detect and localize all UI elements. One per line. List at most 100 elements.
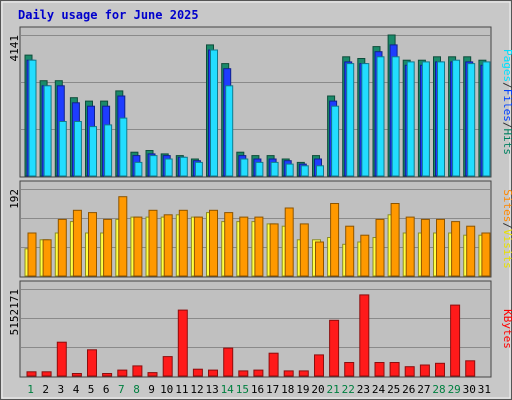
bar-pages-day-14 bbox=[225, 85, 234, 177]
bar-kbytes-day-8 bbox=[132, 365, 143, 377]
x-label-day-3: 3 bbox=[57, 383, 64, 396]
bar-sites-day-2 bbox=[42, 239, 52, 277]
x-label-day-7: 7 bbox=[118, 383, 125, 396]
x-label-day-29: 29 bbox=[448, 383, 461, 396]
bar-sites-day-29 bbox=[451, 221, 461, 277]
x-label-day-16: 16 bbox=[251, 383, 264, 396]
x-label-day-12: 12 bbox=[190, 383, 203, 396]
bar-pages-day-20 bbox=[316, 165, 324, 177]
bar-sites-day-7 bbox=[118, 196, 128, 277]
bar-sites-day-10 bbox=[163, 214, 173, 277]
legend-entry: Visits bbox=[501, 229, 512, 269]
bar-pages-day-1 bbox=[28, 59, 37, 177]
bar-pages-day-16 bbox=[255, 161, 264, 177]
bar-pages-day-13 bbox=[210, 49, 218, 177]
legend-hits-files-pages: Pages/Files/Hits bbox=[501, 49, 512, 155]
bar-sites-day-13 bbox=[209, 209, 218, 277]
bar-sites-day-25 bbox=[390, 203, 400, 277]
bar-kbytes-day-22 bbox=[344, 362, 355, 377]
bar-kbytes-day-26 bbox=[404, 366, 415, 377]
bar-sites-day-11 bbox=[178, 209, 188, 277]
bar-kbytes-day-6 bbox=[102, 373, 113, 377]
bar-kbytes-day-19 bbox=[298, 370, 309, 377]
y-max-label: 192 bbox=[8, 189, 21, 209]
panel-hits-files-pages: 4141 Pages/Files/Hits bbox=[8, 26, 512, 178]
bar-kbytes-day-9 bbox=[147, 372, 158, 377]
bar-sites-day-31 bbox=[481, 232, 491, 277]
x-label-day-14: 14 bbox=[221, 383, 235, 396]
bar-kbytes-day-3 bbox=[56, 341, 67, 377]
bar-pages-day-4 bbox=[73, 121, 82, 177]
x-label-day-27: 27 bbox=[417, 383, 430, 396]
bar-pages-day-9 bbox=[149, 155, 158, 177]
bar-sites-day-22 bbox=[345, 225, 355, 277]
x-label-day-5: 5 bbox=[88, 383, 95, 396]
bar-sites-day-23 bbox=[360, 234, 370, 277]
bar-pages-day-26 bbox=[406, 61, 415, 177]
bar-pages-day-30 bbox=[467, 63, 476, 177]
bar-kbytes-day-11 bbox=[177, 309, 188, 377]
bar-pages-day-28 bbox=[437, 61, 445, 177]
x-label-day-18: 18 bbox=[281, 383, 294, 396]
x-label-day-19: 19 bbox=[296, 383, 309, 396]
legend-visits-sites: Sites/Visits bbox=[501, 189, 512, 269]
y-max-label: 4141 bbox=[8, 35, 21, 62]
bar-sites-day-17 bbox=[269, 223, 279, 277]
x-label-day-28: 28 bbox=[432, 383, 445, 396]
bar-pages-day-24 bbox=[376, 56, 385, 177]
chart-panels: 4141Pages/Files/Hits192Sites/Visits51521… bbox=[8, 26, 512, 378]
bar-kbytes-day-29 bbox=[450, 304, 461, 377]
legend-entry: / bbox=[501, 82, 512, 89]
bar-kbytes-day-5 bbox=[87, 349, 97, 377]
bar-sites-day-19 bbox=[299, 223, 309, 277]
bar-sites-day-8 bbox=[133, 216, 143, 277]
bar-pages-day-11 bbox=[179, 156, 188, 177]
bar-kbytes-day-27 bbox=[419, 364, 430, 377]
x-label-day-2: 2 bbox=[42, 383, 49, 396]
x-label-day-17: 17 bbox=[266, 383, 279, 396]
x-label-day-20: 20 bbox=[311, 383, 324, 396]
bar-sites-day-27 bbox=[420, 218, 430, 277]
x-label-day-10: 10 bbox=[160, 383, 173, 396]
x-label-day-30: 30 bbox=[463, 383, 476, 396]
legend-entry: KBytes bbox=[501, 309, 512, 349]
bar-kbytes-day-14 bbox=[223, 347, 234, 377]
x-label-day-31: 31 bbox=[478, 383, 491, 396]
x-label-day-8: 8 bbox=[133, 383, 140, 396]
legend-entry: Sites bbox=[501, 189, 512, 222]
bar-sites-day-21 bbox=[330, 203, 340, 277]
bar-pages-day-5 bbox=[89, 126, 97, 177]
x-label-day-4: 4 bbox=[73, 383, 80, 396]
bar-kbytes-day-20 bbox=[314, 354, 324, 377]
bar-pages-day-15 bbox=[240, 158, 249, 177]
bar-kbytes-day-13 bbox=[208, 369, 218, 377]
legend-entry: Files bbox=[501, 89, 512, 122]
x-label-day-6: 6 bbox=[103, 383, 110, 396]
bar-pages-day-2 bbox=[43, 85, 52, 177]
bar-pages-day-12 bbox=[194, 161, 203, 177]
bar-pages-day-17 bbox=[270, 161, 279, 177]
bar-sites-day-28 bbox=[436, 218, 445, 277]
x-label-day-22: 22 bbox=[342, 383, 355, 396]
bar-sites-day-1 bbox=[27, 232, 37, 277]
bar-sites-day-12 bbox=[193, 216, 203, 277]
bar-kbytes-day-2 bbox=[41, 371, 52, 377]
legend-text: Sites/Visits bbox=[501, 189, 512, 269]
legend-entry: Pages bbox=[501, 49, 512, 82]
bar-sites-day-3 bbox=[57, 218, 67, 277]
bar-sites-day-4 bbox=[72, 209, 82, 277]
bar-pages-day-18 bbox=[285, 163, 294, 177]
x-label-day-23: 23 bbox=[357, 383, 370, 396]
legend-kbytes: KBytes bbox=[501, 309, 512, 349]
panel-visits-sites: 192 Sites/Visits bbox=[8, 180, 512, 278]
bar-pages-day-19 bbox=[300, 165, 309, 177]
x-label-day-1: 1 bbox=[27, 383, 34, 396]
bar-sites-day-24 bbox=[375, 218, 385, 277]
bar-sites-day-6 bbox=[103, 218, 113, 277]
bar-pages-day-8 bbox=[134, 161, 143, 177]
legend-text: KBytes bbox=[501, 309, 512, 349]
panel-background bbox=[19, 280, 492, 378]
x-label-day-25: 25 bbox=[387, 383, 400, 396]
bar-pages-day-6 bbox=[104, 124, 113, 177]
